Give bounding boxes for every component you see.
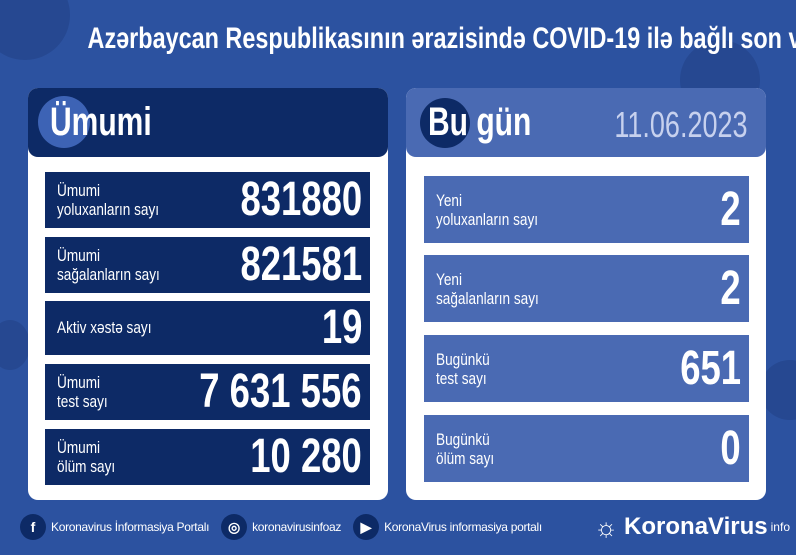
stat-label: Ümumi ölüm sayı — [57, 438, 116, 476]
total-header: Ümumi — [28, 88, 388, 157]
stat-label: Bugünkü test sayı — [436, 349, 490, 388]
virus-icon — [420, 98, 470, 148]
youtube-icon: ▶ — [353, 514, 380, 540]
virus-decoration-icon — [0, 320, 30, 370]
stat-row: Ümumi sağalanların sayı 821581 — [45, 237, 370, 293]
logo-sup: info — [770, 520, 790, 534]
sun-virus-icon: ☼ — [594, 511, 619, 542]
stat-value: 7 631 556 — [199, 365, 362, 418]
stat-label: Aktiv xəstə sayı — [57, 318, 152, 337]
stat-value: 0 — [720, 421, 741, 475]
logo-text: KoronaVirus — [624, 513, 768, 540]
youtube-label: KoronaVirus informasiya portalı — [384, 520, 542, 534]
facebook-icon: f — [20, 514, 46, 540]
stat-label: Yeni sağalanların sayı — [436, 269, 539, 308]
virus-icon — [38, 96, 90, 148]
stat-row: Aktiv xəstə sayı 19 — [45, 301, 370, 355]
stat-value: 2 — [720, 261, 741, 315]
stat-value: 831880 — [240, 173, 362, 226]
stat-row: Ümumi ölüm sayı 10 280 — [45, 429, 370, 485]
page-title: Azərbaycan Respublikasının ərazisində CO… — [87, 22, 796, 55]
stat-value: 19 — [321, 301, 362, 354]
stat-label: Ümumi yoluxanların sayı — [57, 181, 160, 219]
koronavirus-logo: ☼ KoronaVirus info — [594, 512, 790, 543]
stat-row: Ümumi yoluxanların sayı 831880 — [45, 172, 370, 228]
stat-label: Bugünkü ölüm sayı — [436, 429, 495, 468]
total-title: Ümumi — [50, 100, 152, 144]
today-header: Bu gün 11.06.2023 — [406, 88, 766, 157]
virus-decoration-icon — [0, 0, 70, 60]
date: 11.06.2023 — [614, 104, 748, 145]
instagram-label: koronavirusinfoaz — [252, 520, 342, 534]
stat-label: Yeni yoluxanların sayı — [436, 190, 539, 229]
instagram-icon: ◎ — [221, 514, 248, 540]
stat-row: Ümumi test sayı 7 631 556 — [45, 364, 370, 420]
stat-value: 10 280 — [250, 430, 362, 483]
footer: f Koronavirus İnformasiya Portalı ◎ korona… — [20, 512, 790, 542]
facebook-label: Koronavirus İnformasiya Portalı — [51, 520, 210, 534]
instagram-link[interactable]: ◎ koronavirusinfoaz — [221, 514, 341, 540]
stat-value: 821581 — [240, 238, 362, 291]
stat-row: Bugünkü ölüm sayı 0 — [424, 415, 749, 482]
stat-value: 2 — [720, 182, 741, 236]
total-panel: Ümumi Ümumi yoluxanların sayı 831880 Ümumi s… — [28, 88, 388, 500]
stat-label: Ümumi sağalanların sayı — [57, 246, 160, 284]
stat-label: Ümumi test sayı — [57, 373, 108, 411]
stat-value: 651 — [680, 341, 741, 395]
stat-row: Bugünkü test sayı 651 — [424, 335, 749, 402]
today-title: Bu gün — [428, 100, 532, 144]
today-panel: Bu gün 11.06.2023 Yeni yoluxanların sayı 2… — [406, 88, 766, 500]
facebook-link[interactable]: f Koronavirus İnformasiya Portalı — [20, 514, 209, 540]
stat-row: Yeni yoluxanların sayı 2 — [424, 176, 749, 243]
youtube-link[interactable]: ▶ KoronaVirus informasiya portalı — [353, 514, 542, 540]
stat-row: Yeni sağalanların sayı 2 — [424, 255, 749, 322]
